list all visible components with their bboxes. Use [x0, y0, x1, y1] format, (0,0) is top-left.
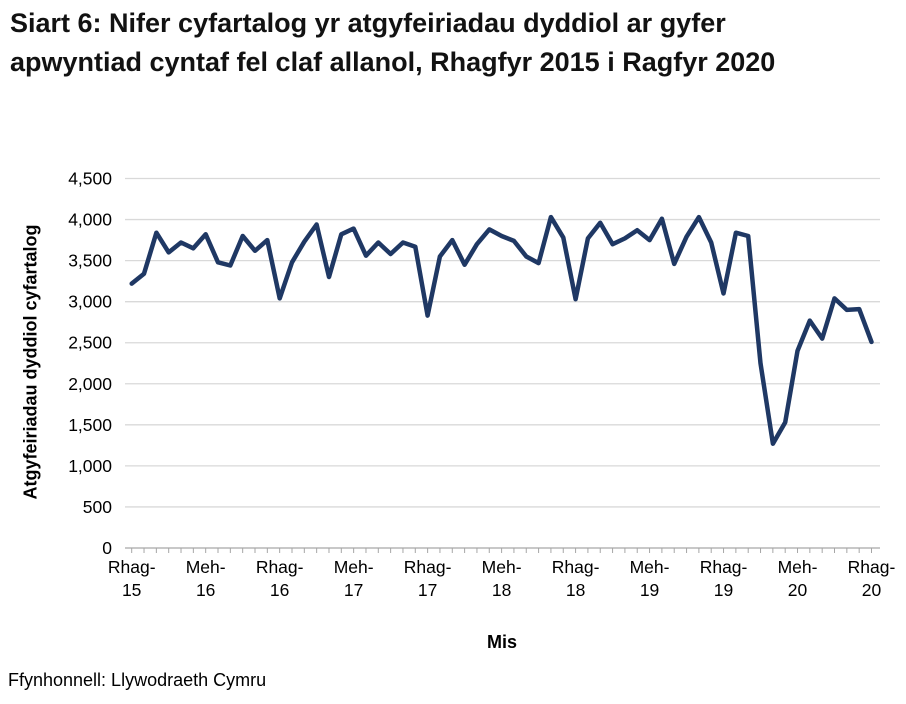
x-tick-label: Rhag-18 — [552, 557, 600, 600]
y-tick-label: 1,500 — [68, 415, 112, 435]
x-tick-label: Meh-16 — [186, 557, 226, 600]
x-tick-label: Meh-20 — [778, 557, 818, 600]
source-note: Ffynhonnell: Llywodraeth Cymru — [8, 670, 267, 690]
y-tick-label: 2,000 — [68, 374, 112, 394]
chart-title: Siart 6: Nifer cyfartalog yr atgyfeiriad… — [10, 8, 776, 77]
x-tick-label: Meh-18 — [482, 557, 522, 600]
data-line — [129, 214, 874, 446]
x-tick-label: Meh-17 — [334, 557, 374, 600]
y-tick-label: 1,000 — [68, 456, 112, 476]
x-axis-title: Mis — [486, 632, 518, 652]
x-tick-label: Rhag-17 — [404, 557, 452, 600]
y-tick-label: 500 — [83, 497, 112, 517]
y-tick-label: 4,500 — [68, 169, 112, 189]
y-tick-label: 4,000 — [68, 210, 112, 230]
x-tick-label: Rhag-20 — [848, 557, 896, 600]
y-tick-label: 0 — [102, 538, 112, 558]
x-tick-label: Rhag-16 — [256, 557, 304, 600]
y-tick-label: 3,000 — [68, 292, 112, 312]
x-tick-label: Rhag-15 — [108, 557, 156, 600]
y-tick-label: 3,500 — [68, 251, 112, 271]
y-axis-title: Atgyfeiriadau dyddiol cyfartalog — [20, 224, 41, 500]
x-tick-label: Meh-19 — [630, 557, 670, 600]
y-tick-label: 2,500 — [68, 333, 112, 353]
x-tick-label: Rhag-19 — [700, 557, 748, 600]
